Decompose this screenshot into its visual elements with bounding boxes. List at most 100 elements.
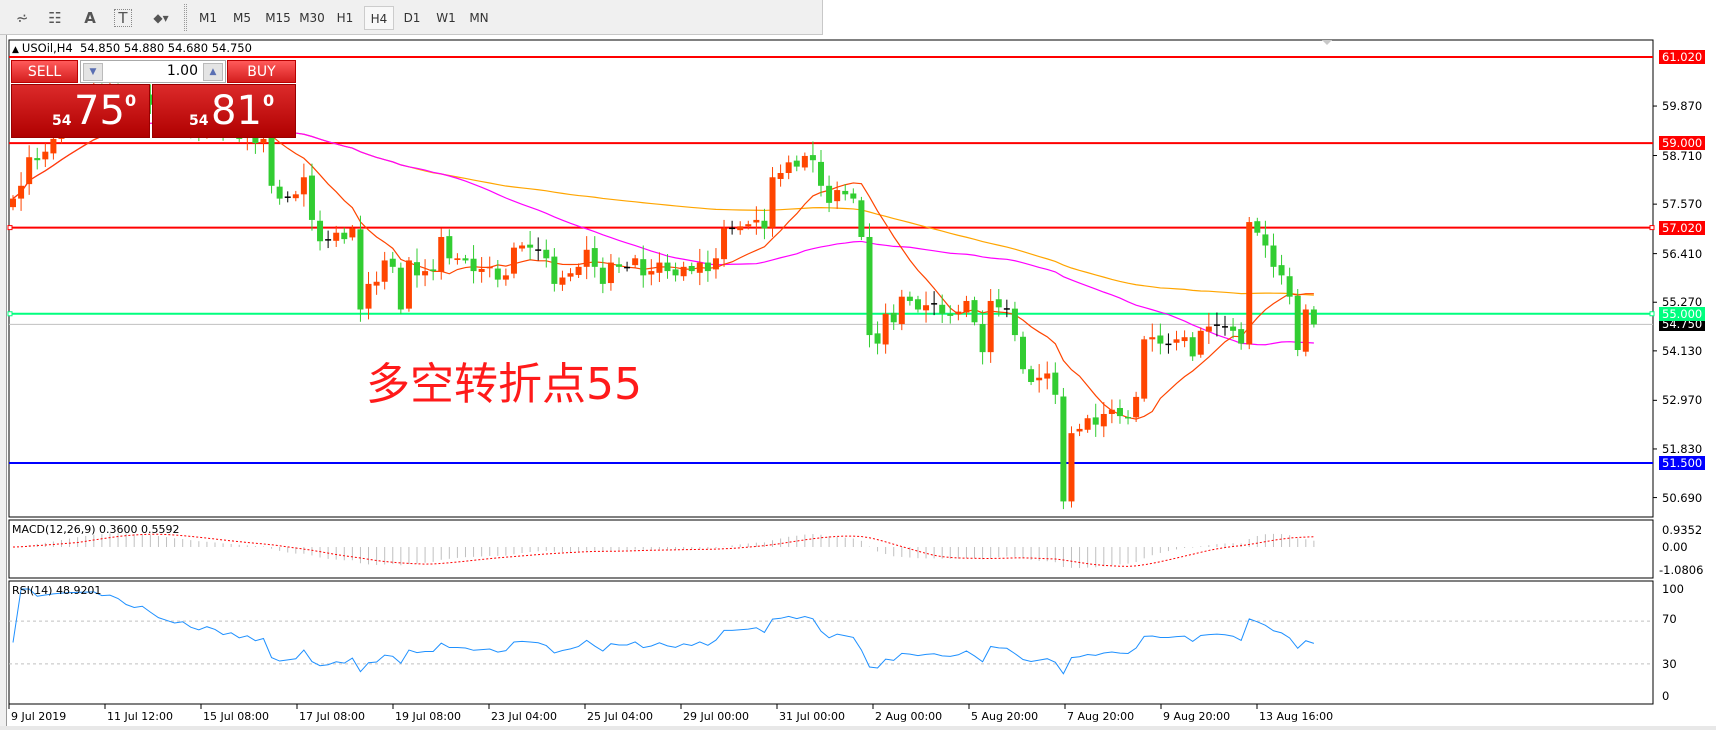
bullish-candle <box>1076 428 1083 432</box>
sell-button[interactable]: SELL <box>11 60 78 83</box>
chart-shift-marker-icon[interactable] <box>1322 40 1332 45</box>
price-axis-label: 50.690 <box>1662 490 1703 505</box>
bearish-candle <box>268 137 275 186</box>
bearish-candle <box>341 232 348 240</box>
time-axis-label: 29 Jul 00:00 <box>683 710 749 723</box>
bearish-candle <box>1286 276 1293 297</box>
sell-price-main: 75 <box>74 88 125 134</box>
bearish-candle <box>914 299 921 310</box>
price-axis-label: 59.870 <box>1662 99 1703 114</box>
bearish-candle <box>462 258 469 261</box>
bearish-candle <box>1254 221 1261 233</box>
bearish-candle <box>616 264 622 267</box>
time-axis-label: 7 Aug 20:00 <box>1067 710 1135 723</box>
macd-signal-line <box>12 533 1314 567</box>
bearish-candle <box>308 175 315 220</box>
bearish-candle <box>874 333 881 344</box>
period-m1[interactable]: M1 <box>199 11 217 25</box>
bearish-candle <box>1125 416 1132 419</box>
time-axis-label: 5 Aug 20:00 <box>971 710 1039 723</box>
bearish-candle <box>397 267 404 310</box>
bullish-candle <box>300 177 307 195</box>
bullish-candle <box>1141 339 1148 399</box>
bearish-candle <box>995 299 1002 308</box>
level-handle-icon <box>1649 225 1655 231</box>
bullish-candle <box>834 190 841 202</box>
rsi-axis-100: 100 <box>1662 582 1684 596</box>
bearish-candle <box>276 186 283 199</box>
bearish-candle <box>1052 372 1059 395</box>
lot-size-stepper[interactable]: ▼ 1.00 ▲ <box>80 60 226 83</box>
bullish-candle <box>898 296 905 324</box>
bullish-candle <box>1246 222 1253 345</box>
buy-button[interactable]: BUY <box>227 60 296 83</box>
bearish-candle <box>1230 326 1237 331</box>
period-mn[interactable]: MN <box>469 11 489 25</box>
bearish-candle <box>1238 329 1245 344</box>
bullish-candle <box>745 224 752 227</box>
bullish-candle <box>18 185 25 199</box>
price-axis-label: 58.710 <box>1662 148 1703 163</box>
buy-price-button[interactable]: 54 81 0 <box>152 84 296 138</box>
bearish-candle <box>729 227 736 230</box>
window-bottom-border <box>0 726 1716 730</box>
sell-price-button[interactable]: 54 75 0 <box>11 84 150 138</box>
rsi-axis-70: 70 <box>1662 612 1677 626</box>
bearish-candle <box>147 94 154 105</box>
bullish-candle <box>373 281 380 286</box>
bearish-candle <box>818 161 824 186</box>
time-axis-label: 2 Aug 00:00 <box>875 710 943 723</box>
price-level-label: 51.500 <box>1659 456 1706 471</box>
arrows-dropdown-icon[interactable]: ◆▾ <box>153 11 169 25</box>
period-m15[interactable]: M15 <box>265 11 291 25</box>
bullish-candle <box>405 260 412 309</box>
bearish-candle <box>842 190 849 195</box>
price-axis-label: 54.130 <box>1662 343 1703 358</box>
bullish-candle <box>696 262 703 273</box>
lot-increase-icon[interactable]: ▲ <box>203 63 223 81</box>
bullish-candle <box>712 258 719 270</box>
period-h4[interactable]: H4 <box>364 6 394 30</box>
bearish-candle <box>672 269 679 276</box>
bearish-candle <box>1262 234 1269 246</box>
fibonacci-icon[interactable]: ☷ <box>48 9 62 27</box>
bullish-candle <box>42 151 49 160</box>
bearish-candle <box>1189 337 1196 357</box>
bearish-candle <box>1294 295 1301 351</box>
bullish-candle <box>502 275 509 280</box>
bullish-candle <box>632 258 639 266</box>
period-d1[interactable]: D1 <box>403 11 421 25</box>
time-axis-label: 31 Jul 00:00 <box>779 710 845 723</box>
bullish-candle <box>931 303 938 305</box>
bullish-candle <box>1213 324 1220 326</box>
bullish-candle <box>737 226 744 231</box>
bullish-candle <box>1100 413 1107 427</box>
bullish-candle <box>882 313 889 345</box>
lot-size-input[interactable]: 1.00 <box>166 63 198 79</box>
text-label-icon[interactable]: T <box>114 9 132 27</box>
bearish-candle <box>470 258 477 272</box>
price-axis-label: 52.970 <box>1662 393 1703 408</box>
period-w1[interactable]: W1 <box>436 11 456 25</box>
bearish-candle <box>1310 309 1317 325</box>
bearish-candle <box>890 312 897 323</box>
bullish-candle <box>1044 373 1051 379</box>
period-m5[interactable]: M5 <box>233 11 251 25</box>
bullish-candle <box>567 273 574 277</box>
period-h1[interactable]: H1 <box>336 11 354 25</box>
text-icon[interactable]: A <box>84 9 96 27</box>
bearish-candle <box>947 313 954 316</box>
bearish-candle <box>906 296 913 301</box>
buy-price-super: 0 <box>263 91 275 110</box>
bearish-candle <box>414 262 420 276</box>
elliott-wave-icon[interactable]: ⩫ <box>15 9 29 27</box>
period-m30[interactable]: M30 <box>299 11 325 25</box>
bearish-candle <box>527 244 534 248</box>
bullish-candle <box>454 258 461 261</box>
bullish-candle <box>486 266 493 269</box>
bearish-candle <box>430 269 437 272</box>
collapse-triangle-icon[interactable]: ▲ <box>12 45 19 55</box>
lot-decrease-icon[interactable]: ▼ <box>83 63 103 81</box>
chart-annotation-text[interactable]: 多空转折点55 <box>366 359 642 410</box>
